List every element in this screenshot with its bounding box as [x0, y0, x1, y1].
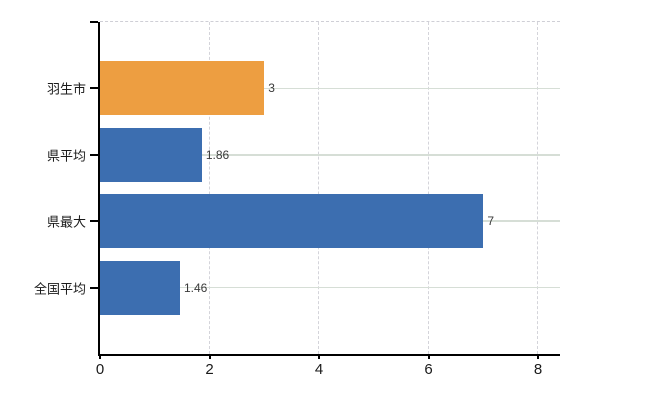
x-axis-tick-label: 8: [533, 361, 543, 378]
bar: [100, 260, 180, 315]
x-axis-tick: [318, 354, 321, 359]
plot-top-border: [100, 21, 560, 22]
category-label: 羽生市: [46, 81, 86, 97]
grid-line-horizontal: [100, 87, 560, 90]
value-label: 3: [268, 81, 275, 96]
x-axis-tick-label: 2: [205, 361, 214, 378]
x-axis-tick: [99, 354, 101, 359]
grid-line-horizontal: [100, 286, 560, 289]
y-axis-tick: [90, 153, 98, 156]
value-label: 1.86: [205, 147, 230, 162]
category-label: 県最大: [46, 214, 86, 230]
bar: [100, 194, 484, 249]
grid-line-vertical: [537, 22, 539, 354]
grid-line-vertical: [208, 22, 210, 354]
y-axis-tick: [90, 286, 98, 289]
category-label: 全国平均: [33, 281, 86, 297]
x-axis-tick: [537, 354, 540, 359]
bar: [100, 61, 265, 116]
x-axis-tick-label: 0: [95, 361, 105, 378]
grid-line-vertical: [427, 22, 429, 354]
y-axis-line: [98, 22, 100, 354]
x-axis-tick: [208, 354, 211, 359]
value-label: 1.46: [183, 280, 208, 295]
y-axis-tick: [90, 87, 98, 90]
x-axis-tick-label: 6: [424, 361, 433, 378]
grid-line-vertical: [318, 22, 320, 354]
grid-line-horizontal: [100, 154, 560, 156]
value-label: 7: [487, 214, 495, 229]
category-label: 県平均: [46, 148, 86, 164]
x-axis-tick-label: 4: [314, 361, 324, 378]
bar: [100, 127, 202, 182]
y-axis-top-tick: [90, 21, 98, 23]
y-axis-tick: [90, 220, 98, 223]
x-axis-tick: [427, 354, 430, 359]
x-axis-line: [98, 354, 560, 356]
